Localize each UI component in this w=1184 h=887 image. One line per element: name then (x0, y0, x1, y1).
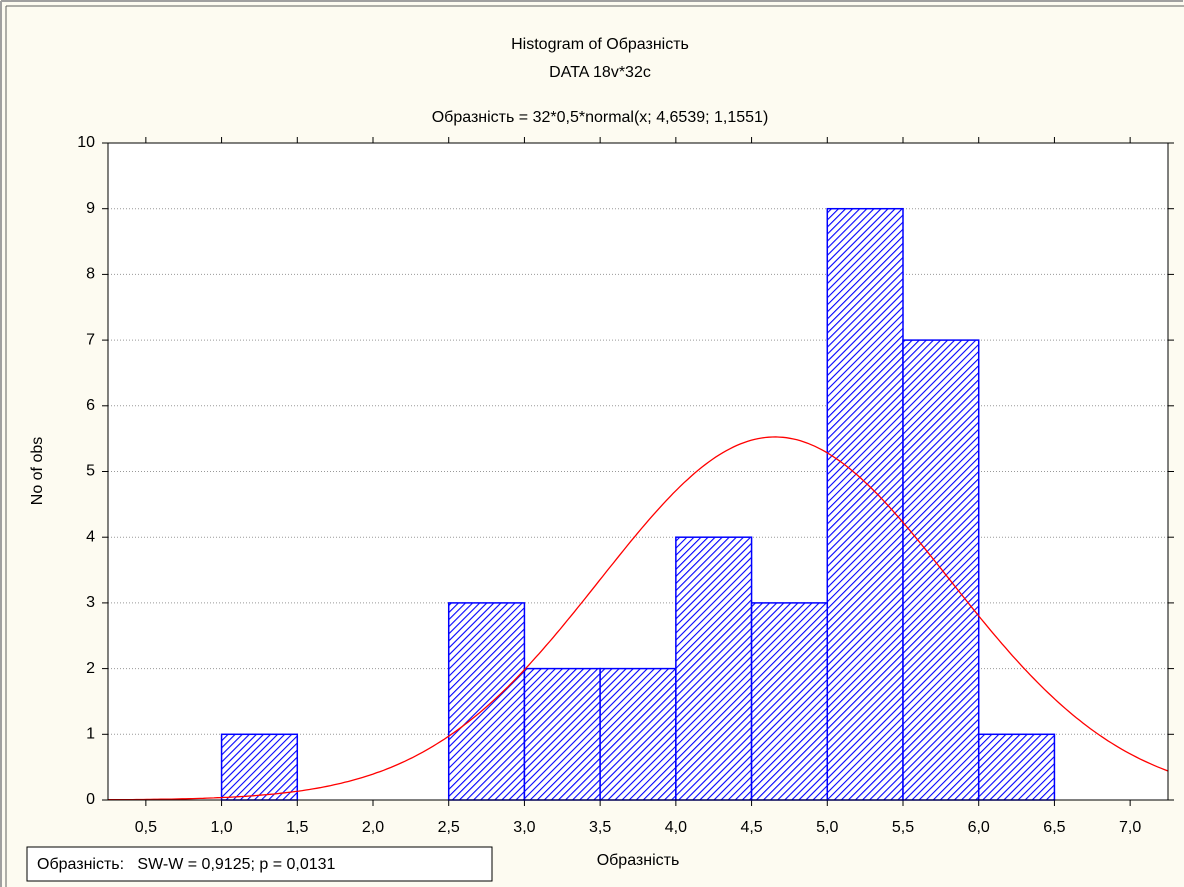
fit-curve (108, 436, 1169, 801)
y-tick-label: 4 (86, 528, 95, 545)
bar (599, 667, 677, 801)
x-tick-label: 0,5 (135, 819, 157, 836)
plot-border (107, 142, 1169, 801)
y-tick-label: 9 (86, 200, 95, 217)
x-tick-label: 6,0 (968, 819, 990, 836)
x-tick-label: 1,5 (286, 819, 308, 836)
formula: Образність = 32*0,5*normal(x; 4,6539; 1,… (432, 109, 769, 126)
bar (220, 733, 299, 801)
x-tick-label: 7,0 (1119, 819, 1141, 836)
bar (523, 667, 601, 801)
x-tick-label: 5,5 (892, 819, 914, 836)
x-tick-label: 2,5 (438, 819, 460, 836)
test-label: Образність: SW-W = 0,9125; p = 0,0131 (37, 856, 336, 873)
x-tick-label: 4,0 (665, 819, 687, 836)
bar (675, 536, 753, 801)
y-tick-label: 2 (86, 660, 95, 677)
test-box (26, 846, 493, 882)
y-tick-label: 0 (86, 791, 95, 808)
y-tick-label: 6 (86, 397, 95, 414)
bar (447, 602, 526, 801)
bar (977, 733, 1056, 801)
y-tick-label: 10 (77, 134, 95, 151)
y-tick-label: 1 (86, 726, 95, 743)
chart-subtitle: DATA 18v*32c (549, 64, 651, 81)
x-tick-label: 2,0 (362, 819, 384, 836)
y-axis-label: No of obs (29, 437, 46, 505)
x-tick-label: 4,5 (740, 819, 762, 836)
y-tick-label: 7 (86, 331, 95, 348)
x-tick-label: 3,0 (513, 819, 535, 836)
x-tick-label: 6,5 (1043, 819, 1065, 836)
y-tick-label: 5 (86, 463, 95, 480)
y-tick-label: 3 (86, 594, 95, 611)
x-axis-label: Образність (597, 852, 680, 869)
bar (826, 207, 904, 801)
x-tick-label: 5,0 (816, 819, 838, 836)
x-tick-label: 3,5 (589, 819, 611, 836)
bar (902, 339, 980, 801)
chart-title: Histogram of Образність (511, 36, 689, 53)
y-tick-label: 8 (86, 266, 95, 283)
bar (750, 602, 829, 801)
x-tick-label: 1,0 (210, 819, 232, 836)
